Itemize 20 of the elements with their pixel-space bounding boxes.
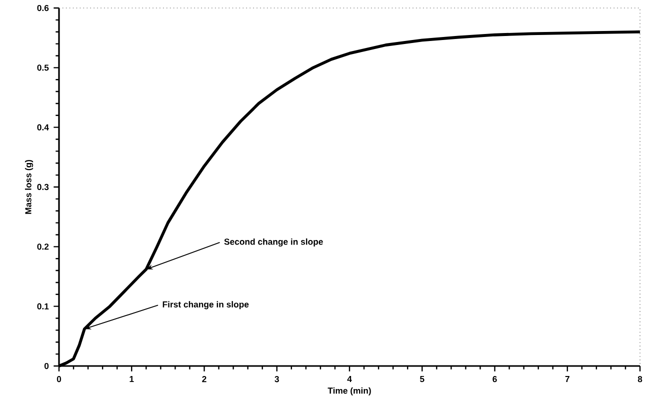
y-axis-title: Mass loss (g) [24, 160, 34, 214]
x-axis-title: Time (min) [328, 387, 371, 396]
x-tick-label: 7 [565, 376, 570, 382]
y-tick-label: 0.2 [37, 244, 49, 250]
x-tick-label: 2 [202, 376, 206, 382]
annotation: First change in slope [162, 301, 249, 310]
x-tick-label: 4 [347, 376, 352, 382]
annotation: Second change in slope [224, 238, 323, 247]
y-tick-label: 0.4 [37, 124, 49, 130]
x-tick-label: 5 [420, 376, 424, 382]
y-tick-label: 0.1 [37, 303, 49, 310]
y-tick-label: 0.5 [37, 64, 49, 71]
x-tick-label: 8 [638, 376, 642, 382]
x-tick-label: 1 [130, 376, 134, 382]
y-tick-label: 0.6 [37, 4, 49, 12]
x-tick-label: 3 [274, 376, 279, 382]
y-tick-label: 0.3 [37, 184, 49, 190]
x-tick-label: 6 [492, 376, 497, 382]
x-tick-label: 0 [56, 376, 62, 382]
y-tick-label: 0 [44, 362, 49, 370]
